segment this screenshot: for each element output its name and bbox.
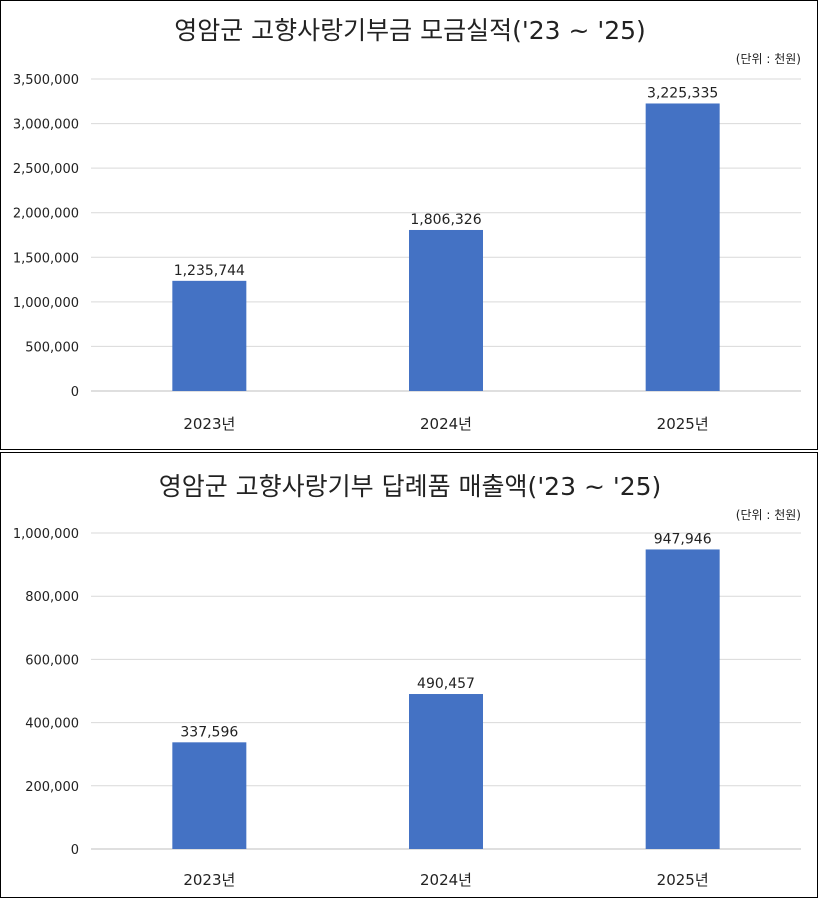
data-label: 490,457 — [417, 676, 475, 692]
y-tick-label: 0 — [71, 385, 79, 400]
y-tick-label: 800,000 — [25, 590, 79, 605]
y-tick-label: 3,000,000 — [13, 118, 79, 133]
bar-2025년 — [645, 103, 720, 391]
bar-2024년 — [409, 694, 483, 849]
data-label: 3,225,335 — [647, 85, 718, 101]
y-tick-label: 400,000 — [25, 717, 79, 732]
bar-2023년 — [172, 742, 247, 849]
data-label: 1,235,744 — [174, 263, 245, 279]
fundraising-chart-svg: 영암군 고향사랑기부금 모금실적('23 ~ '25) (단위 : 천원) 0 5… — [13, 16, 801, 433]
y-tick-label: 600,000 — [25, 653, 79, 668]
chart-panel-fundraising: 영암군 고향사랑기부금 모금실적('23 ~ '25) (단위 : 천원) 0 5… — [0, 0, 818, 450]
data-label: 337,596 — [180, 724, 238, 740]
x-tick-label: 2025년 — [657, 415, 709, 433]
x-tick-label: 2025년 — [657, 871, 709, 889]
x-tick-label: 2023년 — [183, 871, 235, 889]
y-tick-label: 0 — [71, 843, 79, 858]
x-tick-label: 2024년 — [420, 871, 472, 889]
chart-title: 영암군 고향사랑기부금 모금실적('23 ~ '25) — [174, 16, 646, 45]
x-tick-label: 2023년 — [183, 415, 235, 433]
unit-note: (단위 : 천원) — [736, 507, 801, 522]
bar-2023년 — [172, 280, 247, 391]
y-tick-label: 3,500,000 — [13, 73, 79, 88]
y-tick-label: 500,000 — [25, 340, 79, 355]
y-tick-label: 1,000,000 — [13, 296, 79, 311]
y-tick-label: 2,000,000 — [13, 207, 79, 222]
x-tick-label: 2024년 — [420, 415, 472, 433]
unit-note: (단위 : 천원) — [736, 51, 801, 66]
bar-2024년 — [409, 229, 483, 391]
data-label: 947,946 — [654, 531, 712, 547]
chart-title: 영암군 고향사랑기부 답례품 매출액('23 ~ '25) — [159, 472, 662, 501]
chart-panel-sales: 영암군 고향사랑기부 답례품 매출액('23 ~ '25) (단위 : 천원) … — [0, 452, 818, 898]
sales-chart-svg: 영암군 고향사랑기부 답례품 매출액('23 ~ '25) (단위 : 천원) … — [13, 472, 801, 889]
data-label: 1,806,326 — [410, 212, 481, 228]
bar-2025년 — [645, 549, 720, 849]
y-tick-label: 200,000 — [25, 780, 79, 795]
y-tick-label: 1,000,000 — [13, 527, 79, 542]
y-tick-label: 1,500,000 — [13, 251, 79, 266]
y-tick-label: 2,500,000 — [13, 162, 79, 177]
